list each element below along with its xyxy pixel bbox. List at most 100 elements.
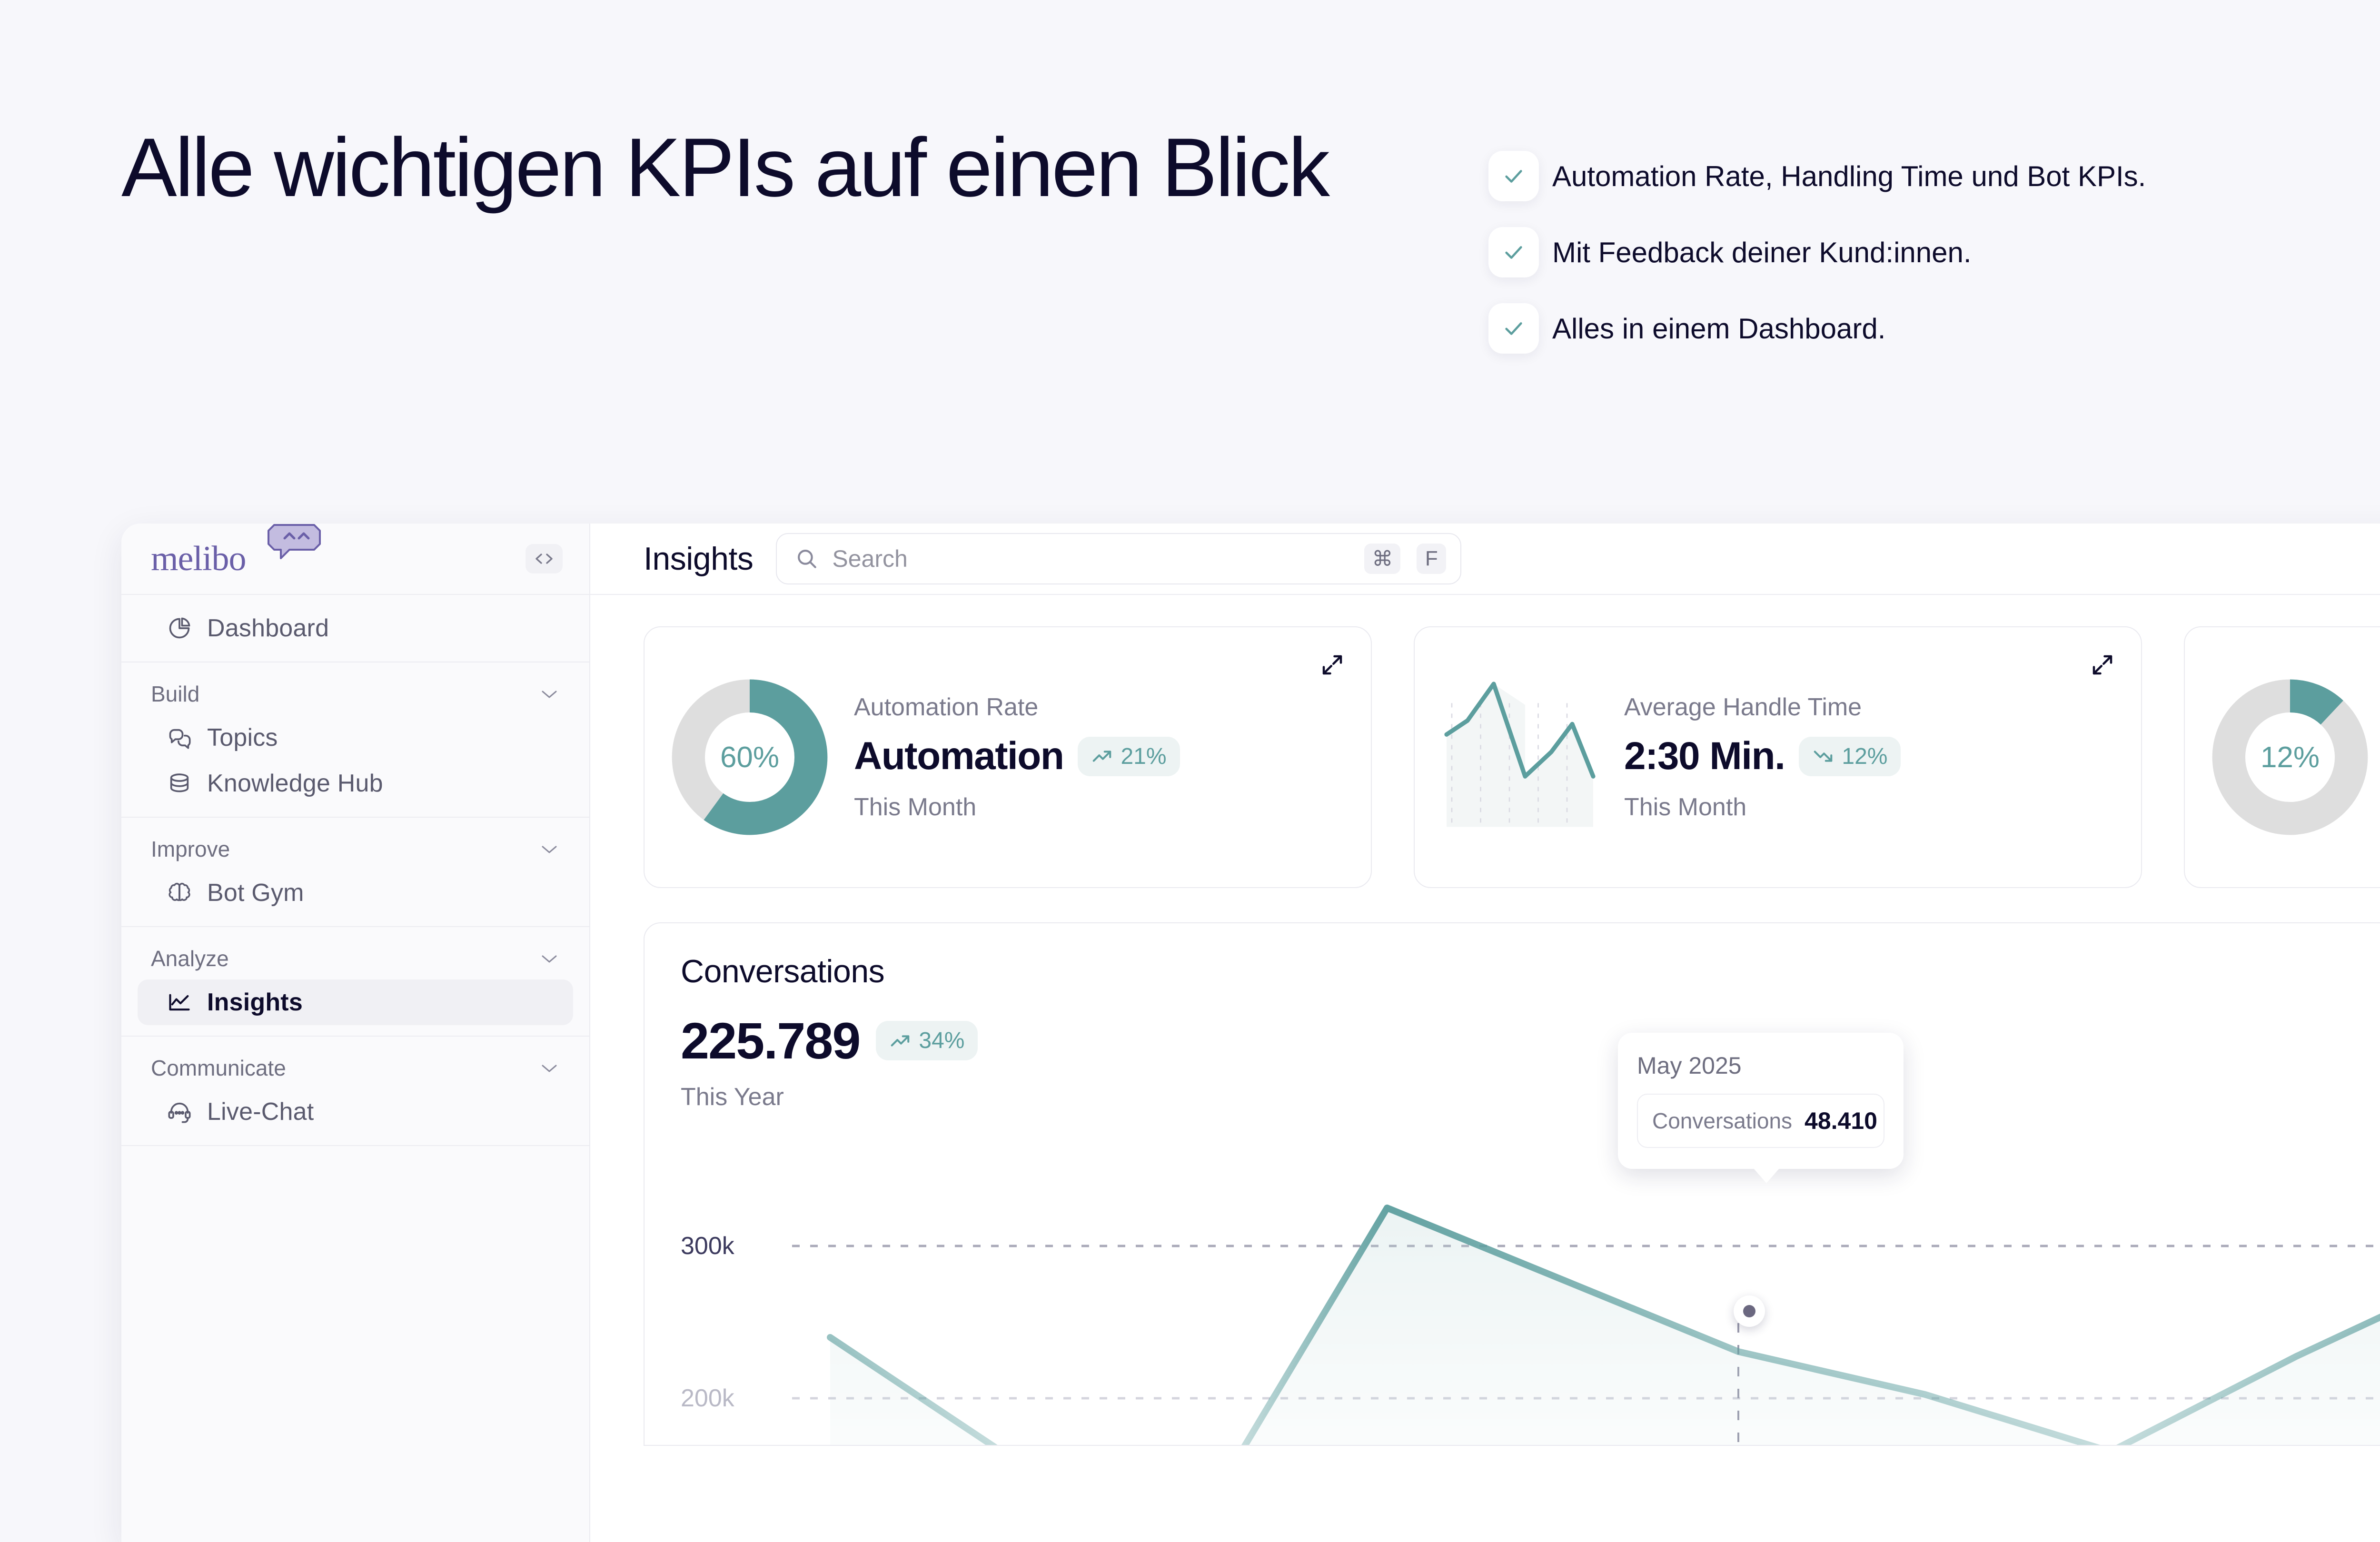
trend-value: 12% — [1842, 743, 1888, 769]
tooltip-metric-row: Conversations 48.410 — [1637, 1094, 1884, 1148]
hero-checklist: Automation Rate, Handling Time und Bot K… — [1488, 138, 2380, 366]
trend-up-icon — [891, 1035, 910, 1047]
expand-arrows-icon[interactable] — [1319, 652, 1345, 678]
sidebar-item-dashboard[interactable]: Dashboard — [138, 605, 573, 651]
sidebar-group-label: Build — [151, 682, 200, 706]
kpi-body: Average Handle Time 2:30 Min. 12% This M… — [1624, 693, 2115, 821]
conversations-title: Conversations — [681, 953, 885, 989]
y-axis-tick: 300k — [681, 1232, 734, 1260]
speech-bubble-icon — [268, 524, 321, 559]
chart-area-fill — [830, 1208, 2380, 1445]
kpi-card-row: 60% Automation Rate Automation 21% This … — [590, 595, 2380, 888]
sidebar-block-build: Build Topics — [121, 662, 589, 818]
chart-tooltip: May 2025 Conversations 48.410 — [1618, 1033, 1904, 1183]
sidebar-fade-overlay — [121, 1385, 589, 1542]
donut-chart-handover: 12% — [2211, 679, 2369, 836]
sidebar-block-main: Dashboard — [121, 595, 589, 662]
main-content: Insights Search ⌘ F — [590, 524, 2380, 1542]
sidebar-group-build[interactable]: Build — [121, 673, 589, 715]
chevron-down-icon — [542, 955, 557, 963]
trend-up-icon — [1093, 751, 1111, 762]
sidebar-header: melibo — [121, 524, 589, 595]
sidebar-item-label: Live-Chat — [207, 1098, 314, 1126]
conversations-panel: Conversations 225.789 34% This Year Janu… — [644, 922, 2380, 1446]
sidebar-group-label: Improve — [151, 837, 230, 861]
check-icon — [1488, 227, 1539, 277]
checklist-item-label: Alles in einem Dashboard. — [1552, 312, 1886, 345]
sidebar-group-improve[interactable]: Improve — [121, 828, 589, 870]
sidebar-block-analyze: Analyze Insights — [121, 927, 589, 1037]
logo-wordmark: melibo — [151, 539, 247, 578]
status-badge: 21% — [1078, 736, 1180, 776]
status-badge: 12% — [1799, 736, 1901, 776]
sidebar-group-analyze[interactable]: Analyze — [121, 938, 589, 979]
conversations-value-row: 225.789 34% — [681, 1011, 2380, 1070]
tooltip-metric-label: Conversations — [1652, 1108, 1793, 1133]
search-input[interactable]: Search ⌘ F — [776, 533, 1462, 584]
sidebar-block-communicate: Communicate Live-Chat — [121, 1037, 589, 1146]
conversations-header: Conversations 225.789 34% This Year — [645, 923, 2380, 1111]
donut-label: 12% — [2260, 741, 2320, 774]
kpi-caption: Automation Rate — [854, 693, 1039, 721]
kpi-card-average-handle-time[interactable]: Average Handle Time 2:30 Min. 12% This M… — [1414, 626, 2142, 888]
kpi-card-human-handover-rate[interactable]: 12% Human Handover Rate Handover This Mo… — [2184, 626, 2380, 888]
sidebar-item-label: Dashboard — [207, 614, 329, 642]
chevron-down-icon — [542, 1065, 557, 1072]
sidebar-item-label: Insights — [207, 988, 303, 1016]
sidebar-block-improve: Improve Bot Gym — [121, 818, 589, 927]
sidebar-item-knowledge-hub[interactable]: Knowledge Hub — [138, 761, 573, 806]
checklist-item: Mit Feedback deiner Kund:innen. — [1488, 214, 2380, 290]
sidebar-collapse-button[interactable] — [526, 544, 563, 573]
trend-value: 21% — [1121, 743, 1167, 769]
sidebar-group-communicate[interactable]: Communicate — [121, 1047, 589, 1089]
kpi-mid-row: 2:30 Min. 12% — [1624, 734, 2115, 779]
sidebar-group-label: Communicate — [151, 1056, 286, 1080]
check-icon — [1488, 303, 1539, 354]
kpi-value: 2:30 Min. — [1624, 734, 1785, 778]
search-icon — [798, 550, 817, 568]
conversations-subtitle: This Year — [681, 1083, 784, 1111]
trend-value: 34% — [919, 1028, 965, 1053]
kpi-caption: Average Handle Time — [1624, 693, 1862, 721]
kpi-mid-row: Automation 21% — [854, 734, 1345, 779]
checklist-item: Alles in einem Dashboard. — [1488, 290, 2380, 366]
donut-label: 60% — [720, 741, 780, 774]
expand-arrows-icon[interactable] — [2090, 652, 2115, 678]
chart-line-conversations — [827, 1205, 2380, 1445]
melibo-logo: melibo — [151, 524, 321, 578]
kpi-body: Automation Rate Automation 21% This Mont… — [854, 693, 1345, 821]
chat-bubbles-icon — [167, 725, 192, 750]
sidebar-item-topics[interactable]: Topics — [138, 715, 573, 761]
tooltip-date: May 2025 — [1637, 1052, 1742, 1079]
code-brackets-icon — [536, 554, 553, 564]
sidebar-item-label: Bot Gym — [207, 879, 304, 907]
brain-icon — [167, 880, 192, 905]
donut-chart-automation: 60% — [671, 679, 828, 836]
sidebar-group-label: Analyze — [151, 946, 229, 971]
kpi-subtitle: This Month — [1624, 793, 1747, 821]
database-icon — [167, 771, 192, 796]
pie-chart-icon — [167, 616, 192, 641]
sidebar: melibo Dashboard — [121, 524, 590, 1542]
search-placeholder: Search — [832, 545, 908, 572]
checklist-item: Automation Rate, Handling Time und Bot K… — [1488, 138, 2380, 214]
sidebar-item-label: Knowledge Hub — [207, 770, 383, 797]
sidebar-item-label: Topics — [207, 724, 278, 751]
sidebar-item-live-chat[interactable]: Live-Chat — [138, 1089, 573, 1135]
hero-section: Alle wichtigen KPIs auf einen Blick Auto… — [0, 0, 2380, 519]
check-icon — [1488, 151, 1539, 201]
conversations-value: 225.789 — [681, 1012, 861, 1069]
chevron-down-icon — [542, 846, 557, 853]
sidebar-item-insights[interactable]: Insights — [138, 979, 573, 1025]
kpi-card-automation-rate[interactable]: 60% Automation Rate Automation 21% This … — [644, 626, 1372, 888]
app-window: melibo Dashboard — [121, 524, 2380, 1542]
checklist-item-label: Automation Rate, Handling Time und Bot K… — [1552, 160, 2146, 192]
page-title: Insights — [644, 541, 754, 577]
page-headline: Alle wichtigen KPIs auf einen Blick — [121, 121, 1330, 214]
line-chart-icon — [167, 990, 192, 1015]
chart-data-point-marker[interactable] — [1734, 1295, 1765, 1327]
shortcut-key-cmd: ⌘ — [1364, 544, 1401, 574]
sidebar-item-bot-gym[interactable]: Bot Gym — [138, 870, 573, 916]
headset-icon — [167, 1099, 192, 1124]
topbar: Insights Search ⌘ F — [590, 524, 2380, 595]
